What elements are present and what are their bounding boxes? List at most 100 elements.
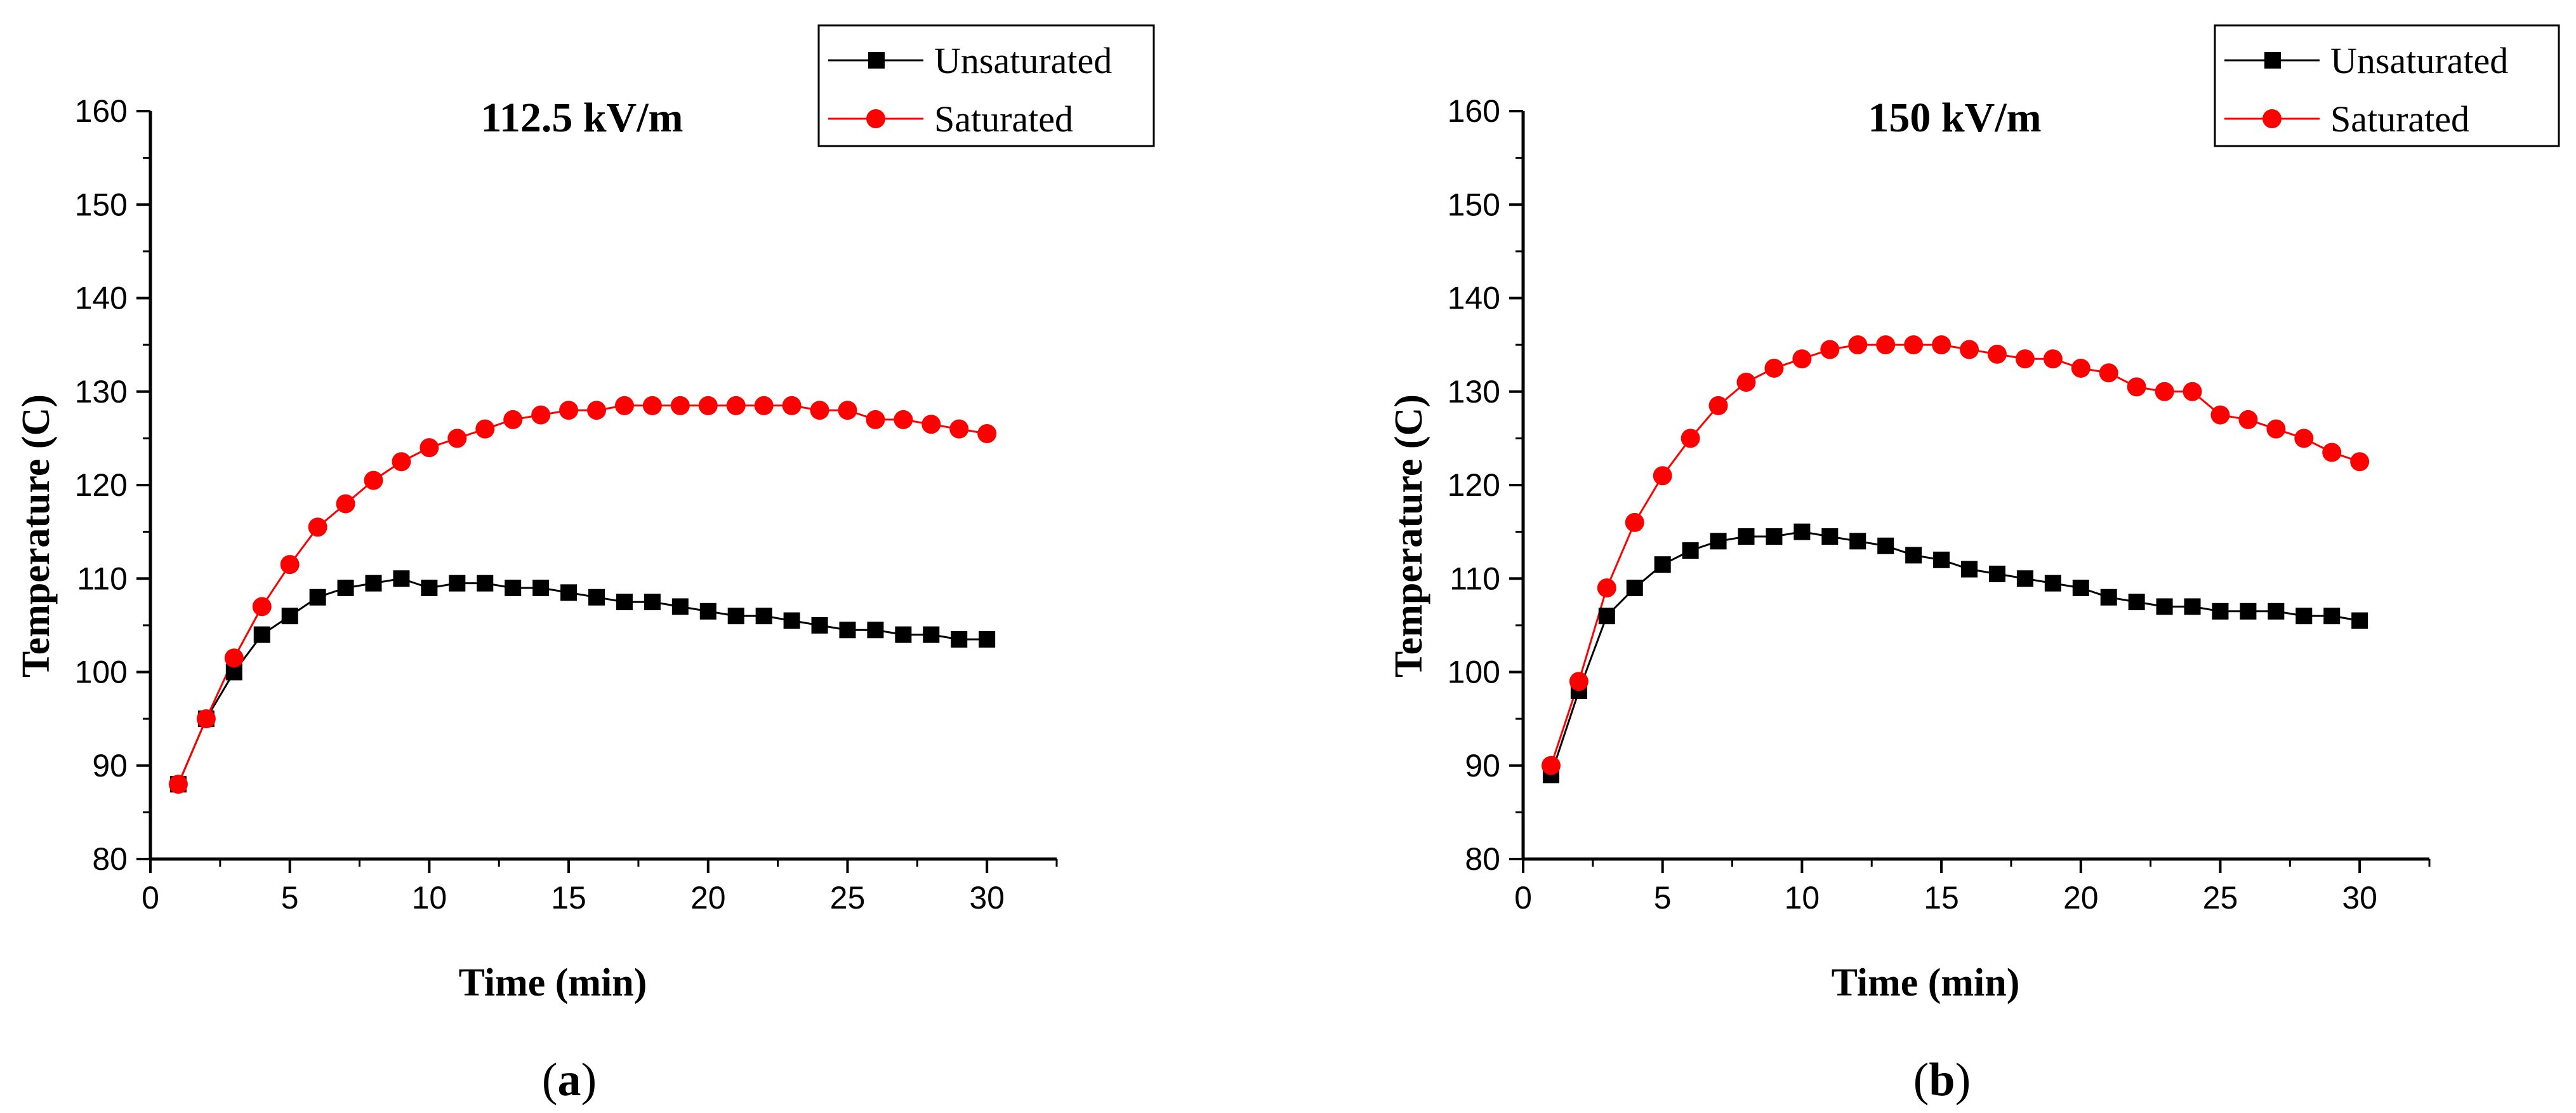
- panel-caption: (a): [542, 1054, 597, 1106]
- data-point-saturated: [894, 410, 913, 429]
- data-point-unsaturated: [1766, 528, 1783, 545]
- legend-marker-saturated: [2262, 109, 2282, 128]
- y-axis-title: Temperature (C): [1387, 394, 1430, 677]
- y-tick-label: 110: [77, 561, 128, 596]
- data-point-saturated: [1569, 672, 1589, 691]
- data-point-saturated: [698, 396, 718, 415]
- data-point-unsaturated: [365, 575, 382, 592]
- data-point-saturated: [2322, 443, 2342, 462]
- series-line-unsaturated: [1550, 531, 2360, 775]
- y-tick-label: 90: [92, 748, 128, 783]
- data-point-saturated: [1653, 466, 1672, 486]
- data-point-saturated: [614, 396, 634, 415]
- data-point-unsaturated: [1821, 528, 1839, 545]
- chart-title: 150 kV/m: [1868, 95, 2041, 141]
- data-point-unsaturated: [895, 626, 912, 643]
- data-point-saturated: [364, 470, 383, 490]
- x-tick-label: 25: [2203, 880, 2238, 916]
- x-tick-label: 30: [969, 880, 1005, 916]
- data-point-saturated: [2294, 429, 2314, 448]
- data-point-saturated: [2238, 410, 2258, 429]
- legend-label-saturated: Saturated: [934, 98, 1073, 140]
- data-point-unsaturated: [867, 622, 884, 639]
- series-line-unsaturated: [177, 577, 987, 785]
- data-point-unsaturated: [532, 579, 550, 596]
- data-point-unsaturated: [1905, 547, 1922, 564]
- x-tick-label: 0: [142, 880, 159, 916]
- data-point-unsaturated: [1738, 528, 1755, 545]
- data-point-saturated: [1681, 429, 1700, 448]
- data-point-unsaturated: [979, 630, 996, 648]
- data-point-saturated: [1736, 373, 1756, 392]
- data-point-saturated: [2015, 349, 2035, 369]
- data-point-unsaturated: [393, 570, 410, 587]
- data-point-unsaturated: [811, 616, 828, 634]
- data-point-saturated: [1792, 349, 1812, 369]
- data-point-unsaturated: [2323, 608, 2341, 625]
- data-point-saturated: [308, 517, 327, 537]
- data-point-unsaturated: [2100, 589, 2117, 606]
- y-tick-label: 160: [1448, 93, 1500, 129]
- data-point-unsaturated: [253, 626, 270, 643]
- x-tick-label: 0: [1514, 880, 1532, 916]
- data-point-saturated: [531, 405, 551, 425]
- x-axis-title: Time (min): [1832, 961, 2020, 1004]
- data-point-saturated: [2043, 349, 2063, 369]
- y-tick-label: 120: [1448, 467, 1500, 503]
- y-tick-label: 100: [75, 655, 128, 690]
- data-point-unsaturated: [505, 579, 522, 596]
- data-point-unsaturated: [1793, 523, 1811, 540]
- data-point-saturated: [447, 429, 467, 448]
- y-tick-label: 100: [1448, 655, 1500, 690]
- data-point-saturated: [168, 775, 188, 794]
- data-point-saturated: [1597, 578, 1616, 597]
- data-point-unsaturated: [2240, 603, 2257, 620]
- y-tick-label: 140: [75, 281, 128, 316]
- data-point-unsaturated: [951, 630, 968, 648]
- x-tick-label: 5: [281, 880, 299, 916]
- x-tick-label: 30: [2342, 880, 2377, 916]
- data-point-saturated: [782, 396, 802, 415]
- x-tick-label: 15: [551, 880, 586, 916]
- caption-open-paren: (: [1913, 1054, 1929, 1106]
- data-point-unsaturated: [337, 579, 354, 596]
- data-point-saturated: [2155, 382, 2174, 401]
- caption-letter: b: [1929, 1054, 1955, 1106]
- y-tick-label: 150: [1448, 187, 1500, 222]
- data-point-saturated: [1708, 396, 1728, 415]
- data-point-saturated: [2210, 405, 2230, 425]
- data-point-unsaturated: [2295, 608, 2313, 625]
- data-point-saturated: [336, 494, 355, 514]
- legend-marker-unsaturated: [868, 52, 885, 69]
- legend-label-saturated: Saturated: [2330, 98, 2469, 140]
- data-point-saturated: [1625, 512, 1644, 532]
- data-point-saturated: [726, 396, 746, 415]
- data-point-unsaturated: [309, 589, 326, 606]
- data-point-saturated: [587, 401, 607, 420]
- data-point-unsaturated: [2351, 612, 2368, 629]
- data-point-unsaturated: [2016, 570, 2033, 587]
- x-axis-title: Time (min): [459, 961, 647, 1004]
- data-point-unsaturated: [2184, 598, 2201, 615]
- data-point-unsaturated: [1933, 551, 1950, 568]
- legend-label-unsaturated: Unsaturated: [934, 40, 1112, 81]
- data-point-saturated: [1960, 340, 1979, 359]
- data-point-unsaturated: [1988, 565, 2005, 582]
- data-point-saturated: [224, 648, 244, 668]
- data-point-unsaturated: [1877, 537, 1894, 554]
- legend-label-unsaturated: Unsaturated: [2330, 40, 2508, 81]
- data-point-unsaturated: [727, 608, 744, 625]
- data-point-saturated: [2099, 363, 2118, 383]
- x-tick-label: 25: [830, 880, 866, 916]
- data-point-saturated: [2127, 377, 2146, 397]
- data-point-unsaturated: [1682, 542, 1699, 559]
- y-axis-title: Temperature (C): [15, 394, 58, 677]
- data-point-unsaturated: [644, 594, 661, 611]
- y-tick-label: 90: [1465, 748, 1500, 783]
- x-tick-label: 20: [690, 880, 726, 916]
- data-point-saturated: [1932, 335, 1952, 355]
- data-point-unsaturated: [560, 584, 578, 601]
- data-point-saturated: [1764, 358, 1784, 378]
- caption-open-paren: (: [542, 1054, 558, 1106]
